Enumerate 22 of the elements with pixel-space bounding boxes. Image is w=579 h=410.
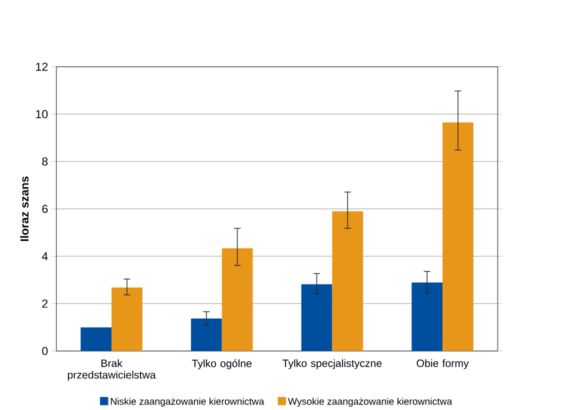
bar (190, 318, 222, 352)
x-tick-label: Obie formy (416, 359, 469, 370)
y-tick-label: 4 (42, 252, 48, 260)
bar (412, 282, 443, 352)
bar (332, 211, 364, 352)
x-tick-label: Tylko ogólne (192, 359, 252, 370)
y-tick-label: 8 (42, 157, 48, 166)
legend-label: Wysokie zaangażowanie kierownictwa (288, 398, 452, 407)
x-tick-label: Tylko specjalistyczne (282, 359, 382, 370)
y-tick-label: 6 (42, 204, 48, 213)
y-axis-title: Iloraz szans (20, 176, 29, 241)
y-tick-label: 12 (36, 62, 48, 71)
legend-label: Niskie zaangażowanie kierownictwa (110, 398, 264, 407)
bar (222, 248, 253, 352)
y-tick-label: 2 (42, 300, 48, 308)
x-tick-label: Brak przedstawicielstwa (68, 359, 156, 381)
y-tick-label: 0 (42, 346, 48, 356)
bar (112, 288, 142, 352)
bar (80, 327, 112, 352)
bar (442, 122, 474, 352)
y-tick-label: 10 (36, 110, 48, 118)
bar (301, 284, 332, 352)
